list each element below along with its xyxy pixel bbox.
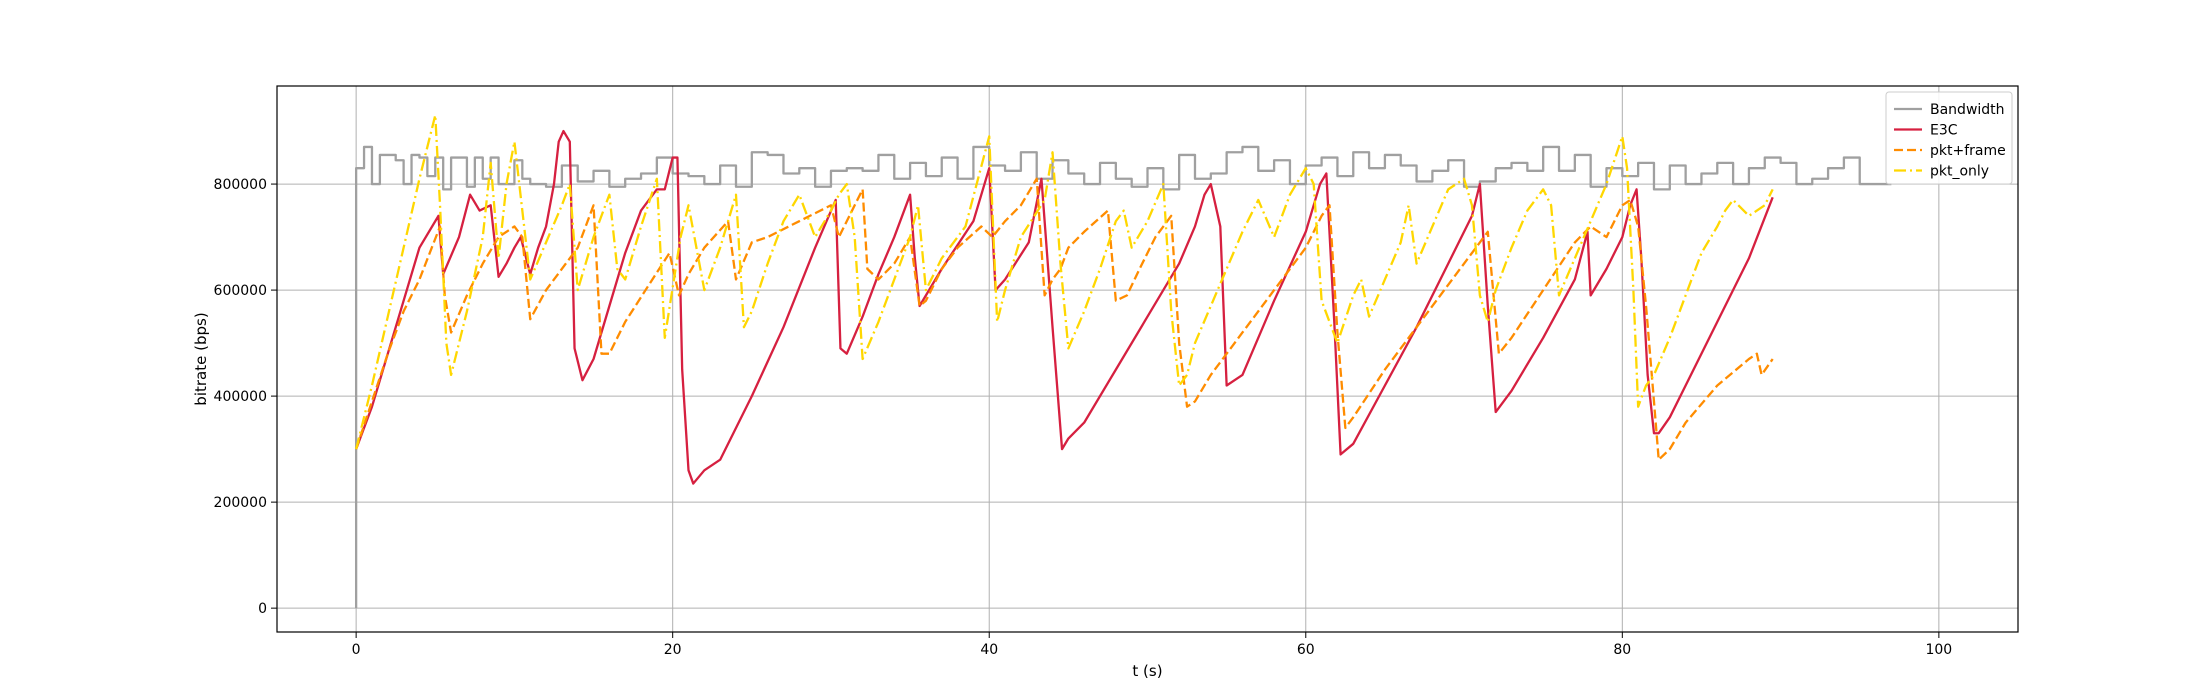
x-axis-label: t (s) <box>1132 662 1162 680</box>
x-tick-label: 80 <box>1613 642 1631 658</box>
series-lines <box>354 114 1892 609</box>
legend-label-e3c: E3C <box>1930 123 1958 139</box>
legend-label-bandwidth: Bandwidth <box>1930 102 2005 118</box>
series-line-bandwidth <box>354 145 1892 609</box>
legend-label-pkt-only: pkt_only <box>1930 164 1989 180</box>
x-tick-label: 60 <box>1297 642 1315 658</box>
y-tick-label: 600000 <box>214 283 267 299</box>
y-tick-label: 0 <box>258 601 267 617</box>
y-axis-label: bitrate (bps) <box>192 312 210 405</box>
x-tick-label: 20 <box>664 642 682 658</box>
series-line-pkt-only <box>355 114 1774 450</box>
y-tick-label: 200000 <box>214 495 267 511</box>
y-tick-label: 800000 <box>214 177 267 193</box>
x-tick-label: 0 <box>352 642 361 658</box>
x-tick-label: 100 <box>1925 642 1952 658</box>
y-tick-label: 400000 <box>214 389 267 405</box>
series-line-e3c <box>355 129 1774 485</box>
series-line-pkt-frame <box>355 177 1774 461</box>
plot-area-frame <box>276 85 2019 633</box>
legend: Bandwidth E3C pkt+frame pkt_only <box>1885 91 2013 185</box>
legend-box <box>1885 91 2013 185</box>
x-tick-label: 40 <box>980 642 998 658</box>
legend-label-pkt-frame: pkt+frame <box>1930 143 2006 159</box>
axis-ticks: 0 20 40 60 80 100 0 200000 400000 600000 800000 <box>214 177 1953 658</box>
